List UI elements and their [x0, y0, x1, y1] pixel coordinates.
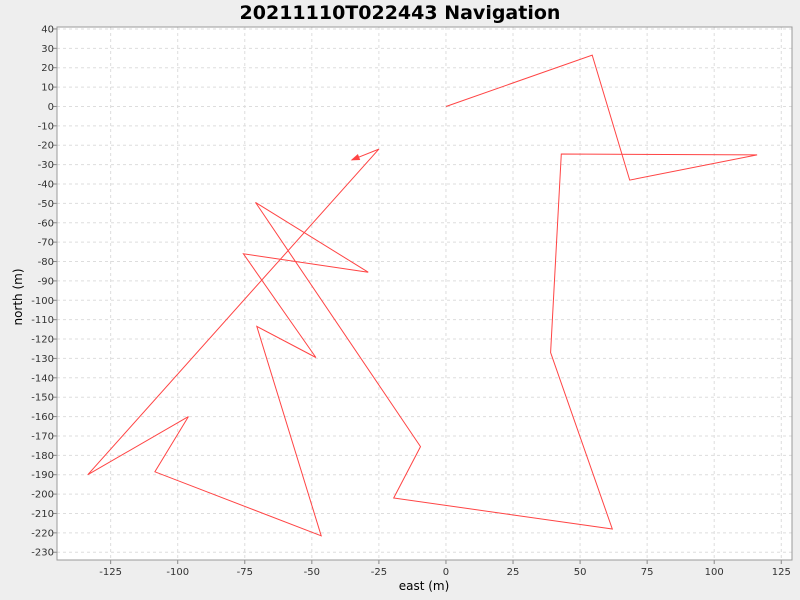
y-tick-label: -220 [31, 528, 54, 539]
y-tick-label: -30 [38, 160, 54, 171]
y-tick-label: -150 [31, 393, 54, 404]
y-tick-label: 20 [41, 63, 54, 74]
y-tick-label: -120 [31, 335, 54, 346]
y-tick-label: -200 [31, 490, 54, 501]
y-tick-label: 0 [48, 102, 54, 113]
y-tick-label: -10 [38, 121, 54, 132]
y-tick-label: 10 [41, 83, 54, 94]
y-tick-label: -160 [31, 412, 54, 423]
series-line [87, 54, 758, 537]
y-tick-label: -210 [31, 509, 54, 520]
y-tick-label: -90 [38, 276, 54, 287]
y-tick-label: -50 [38, 199, 54, 210]
x-tick-label: -75 [237, 567, 253, 578]
x-tick-label: 50 [574, 567, 587, 578]
y-tick-label: -80 [38, 257, 54, 268]
plot-border [56, 26, 793, 561]
y-axis-label: north (m) [11, 268, 25, 325]
y-axis-ticks: 40 30 20 10 0 -10 -20 -30 -40 -50 -60 -70 -80 -90 -100… [31, 24, 57, 559]
series-end-arrow [350, 154, 361, 161]
x-tick-label: 0 [443, 567, 449, 578]
x-tick-label: 75 [641, 567, 654, 578]
x-axis-label: east (m) [399, 579, 450, 593]
plot-area [57, 27, 792, 560]
y-tick-label: 40 [41, 24, 54, 35]
y-tick-label: -230 [31, 548, 54, 559]
grid [57, 27, 792, 560]
x-tick-label: -125 [99, 567, 122, 578]
y-tick-label: -70 [38, 238, 54, 249]
y-tick-label: 30 [41, 44, 54, 55]
chart-title: 20211110T022443 Navigation [240, 2, 561, 24]
x-tick-label: -100 [166, 567, 189, 578]
series-layer [87, 54, 758, 537]
y-tick-label: -100 [31, 296, 54, 307]
x-axis-ticks: -125 -100 -75 -50 -25 0 25 50 75 100 125 [99, 560, 791, 578]
x-tick-label: -50 [304, 567, 320, 578]
y-tick-label: -140 [31, 373, 54, 384]
y-tick-label: -130 [31, 354, 54, 365]
y-tick-label: -170 [31, 431, 54, 442]
y-tick-label: -60 [38, 218, 54, 229]
y-tick-label: -40 [38, 179, 54, 190]
x-tick-label: 100 [705, 567, 724, 578]
y-tick-label: -180 [31, 451, 54, 462]
y-tick-label: -110 [31, 315, 54, 326]
x-tick-label: 125 [772, 567, 791, 578]
x-tick-label: -25 [371, 567, 387, 578]
y-tick-label: -20 [38, 141, 54, 152]
x-tick-label: 25 [507, 567, 520, 578]
y-tick-label: -190 [31, 470, 54, 481]
